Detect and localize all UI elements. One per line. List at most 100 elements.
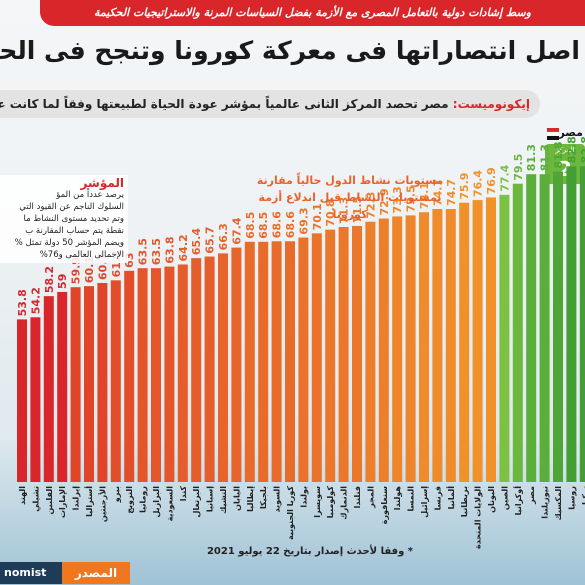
x-tick-label: الإمارات xyxy=(58,486,67,518)
value-label: 53.8 xyxy=(16,289,29,316)
x-tick-label: إسبانيا xyxy=(206,486,215,512)
strip-text: مصر تحصد المركز الثانى عالمياً بمؤشر عود… xyxy=(0,97,449,111)
x-tick-label: اليابان xyxy=(232,486,241,511)
headline: اصل انتصاراتها فى معركة كورونا وتنجح فى … xyxy=(0,36,580,65)
x-tick-label: البرتغال xyxy=(192,486,201,518)
value-label: 64.2 xyxy=(177,234,190,261)
value-label: 81.3 xyxy=(525,144,538,171)
bar xyxy=(499,194,510,483)
x-tick-label: الدنمارك xyxy=(340,486,349,520)
x-tick-label: كوريا الجنوبية xyxy=(286,486,295,540)
value-label: 59.9 xyxy=(70,257,83,284)
note-line: يرصد عدداً من المؤ xyxy=(56,190,124,200)
x-tick-label: تركيا xyxy=(581,486,585,505)
x-tick-label: كولومبيا xyxy=(326,486,335,519)
bar xyxy=(352,225,362,482)
value-label: 73.3 xyxy=(391,186,404,213)
x-tick-label: ألمانيا xyxy=(446,486,456,510)
bar xyxy=(110,280,121,482)
x-tick-label: بريطانيا xyxy=(460,486,469,517)
value-label: 59 xyxy=(56,274,69,289)
value-label: 71.5 xyxy=(351,196,364,223)
x-tick-label: سويسرا xyxy=(313,486,322,518)
bar xyxy=(70,287,81,482)
x-tick-label: فرنسا xyxy=(433,486,442,510)
bar xyxy=(43,296,54,482)
bar xyxy=(285,241,295,482)
bar xyxy=(325,229,336,482)
bar xyxy=(566,166,577,482)
x-tick-label: أوكرانيا xyxy=(513,486,523,516)
value-label: 63.8 xyxy=(163,236,176,263)
value-label: 66.3 xyxy=(217,223,230,250)
x-tick-label: سنغافورة xyxy=(380,486,389,524)
x-tick-label: إيرلندا xyxy=(72,486,81,511)
value-label: 63.5 xyxy=(137,238,150,265)
bar xyxy=(271,241,282,482)
x-tick-label: رومانيا xyxy=(139,486,148,513)
bar xyxy=(486,197,496,483)
bar xyxy=(164,266,175,482)
value-label: 68.5 xyxy=(257,212,270,239)
bar xyxy=(526,174,537,482)
value-label: 72.9 xyxy=(378,188,391,215)
x-tick-label: السويد xyxy=(273,486,282,513)
bar xyxy=(151,268,161,482)
note-line: نقطة يتم حساب المقارنة ب xyxy=(25,226,124,236)
x-tick-label: أستراليا xyxy=(84,486,94,517)
bar xyxy=(432,209,443,482)
bar xyxy=(512,183,523,482)
source: nomist xyxy=(0,562,62,584)
value-label: 68.6 xyxy=(284,211,297,238)
bar xyxy=(579,166,585,482)
x-tick-label: هولندا xyxy=(393,486,402,511)
bar xyxy=(392,216,403,482)
x-tick-label: النرويج xyxy=(125,486,134,514)
value-label: 82.8 xyxy=(579,136,585,163)
x-tick-label: السعودية xyxy=(165,486,174,522)
value-label: 58.2 xyxy=(43,266,56,293)
x-tick-label: مصر xyxy=(527,486,536,505)
bar xyxy=(258,241,269,482)
note-line: الإجمالى العالمى و76% xyxy=(39,250,124,260)
x-tick-label: التشيك xyxy=(219,486,228,514)
x-tick-label: إيطاليا xyxy=(246,486,255,512)
value-label: 68.6 xyxy=(271,211,284,238)
x-tick-label: النمسا xyxy=(407,486,416,512)
badge-country: مصر xyxy=(558,126,584,139)
value-label: 82.8 xyxy=(565,136,578,163)
bar xyxy=(218,253,228,482)
x-tick-label: الولايات المتحدة xyxy=(474,486,483,549)
value-label: 74.7 xyxy=(431,179,444,206)
x-tick-label: بلجيكا xyxy=(259,486,268,509)
value-label: 74.1 xyxy=(418,182,431,209)
note-line: وتم تحديد مستوى النشاط ما xyxy=(23,214,124,224)
x-tick-label: روسيا xyxy=(567,486,576,510)
value-label: 69.3 xyxy=(297,207,310,234)
bar xyxy=(137,268,148,482)
strip: إيكونوميست: مصر تحصد المركز الثانى عالمي… xyxy=(0,90,540,118)
x-tick-label: الفلبين xyxy=(45,486,54,515)
value-label: 54.2 xyxy=(29,287,42,314)
x-tick-label: الهند xyxy=(18,486,27,505)
x-tick-label: بيرو xyxy=(112,486,121,503)
bar xyxy=(419,212,429,483)
value-label: 76.4 xyxy=(472,170,485,197)
bar xyxy=(204,256,215,482)
badge-label: المركز xyxy=(554,146,574,154)
value-label: 79.5 xyxy=(512,154,525,181)
x-tick-label: تشيلي xyxy=(31,486,40,512)
x-tick-label: إسرائيل xyxy=(420,486,429,518)
bar xyxy=(244,241,255,482)
strip-source: إيكونوميست: xyxy=(452,97,530,111)
bar xyxy=(177,264,188,482)
bar xyxy=(231,247,242,482)
x-tick-label: الصين xyxy=(500,486,509,510)
x-tick-label: بولندا xyxy=(299,486,308,508)
x-tick-label: البرازيل xyxy=(152,486,161,518)
value-label: 65.7 xyxy=(204,226,217,253)
bar xyxy=(378,218,389,482)
bar xyxy=(539,174,550,482)
